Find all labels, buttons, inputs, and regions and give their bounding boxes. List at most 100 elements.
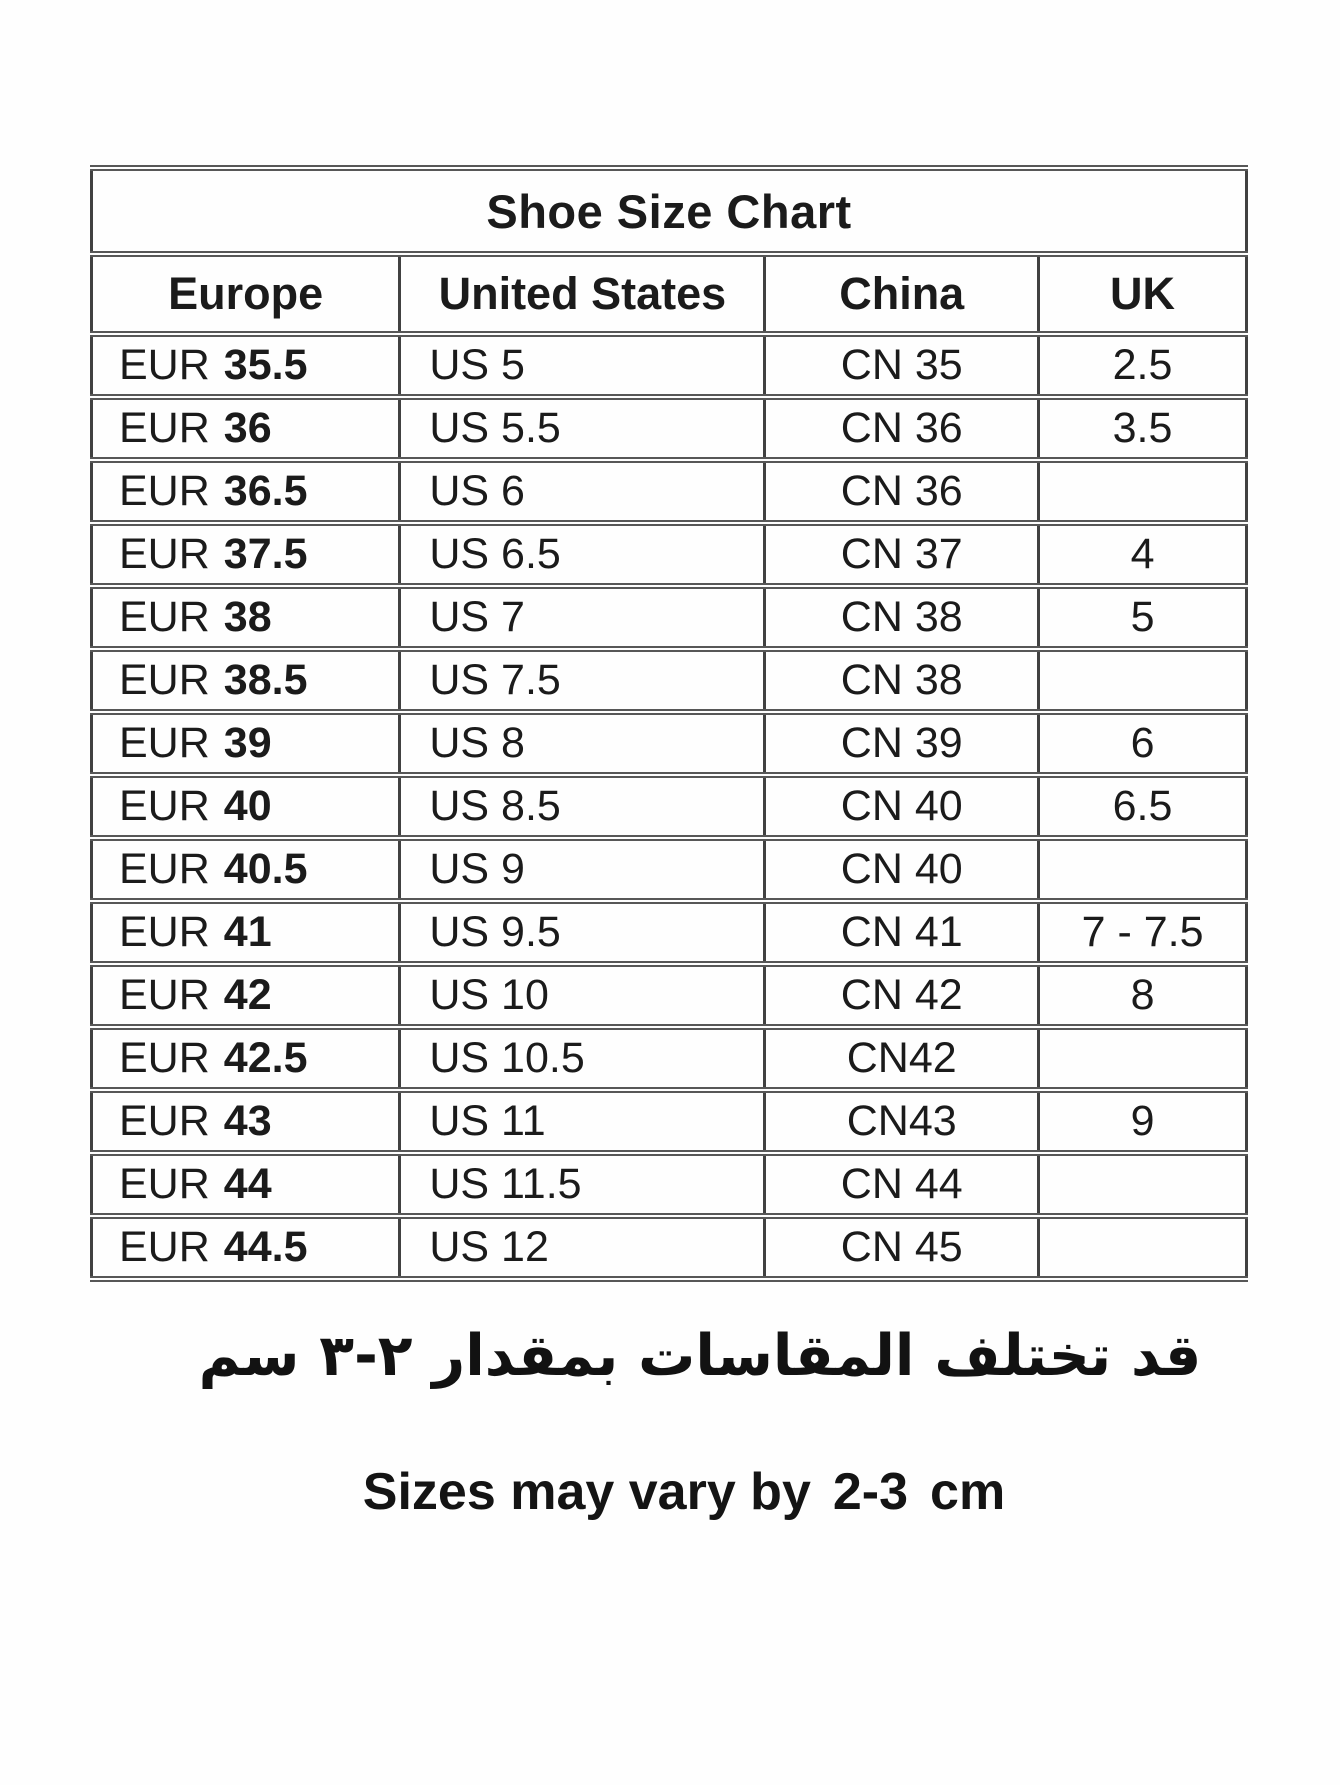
eur-prefix-label: EUR [119,404,210,452]
cell-europe: EUR 36 [89,394,402,463]
table-header-row: Europe United States China UK [89,251,1248,337]
cell-europe: EUR 41 [89,898,402,967]
cell-uk [1037,1213,1248,1282]
eur-size-value: 37.5 [223,530,308,578]
table-row: EUR 43 US 11 CN43 9 [89,1087,1248,1156]
eur-prefix-label: EUR [119,1160,210,1208]
cell-us: US 12 [398,1213,767,1282]
cell-us: US 6 [398,457,767,526]
table-row: EUR 44 US 11.5 CN 44 [89,1150,1248,1219]
cell-china: CN 39 [763,709,1041,778]
cell-china: CN 38 [763,646,1041,715]
eur-prefix-label: EUR [119,719,210,767]
cell-china: CN42 [763,1024,1041,1093]
cell-uk [1037,457,1248,526]
cell-uk [1037,1024,1248,1093]
cell-europe: EUR 44 [89,1150,402,1219]
table-row: EUR 37.5 US 6.5 CN 37 4 [89,520,1248,589]
cell-china: CN 44 [763,1150,1041,1219]
column-header-europe: Europe [89,251,402,337]
eur-prefix-label: EUR [119,530,210,578]
cell-europe: EUR 44.5 [89,1213,402,1282]
table-row: EUR 44.5 US 12 CN 45 [89,1213,1248,1282]
table-row: EUR 41 US 9.5 CN 41 7 - 7.5 [89,898,1248,967]
note-english: Sizes may vary by 2-3 cm [14,1462,1340,1522]
eur-size-value: 44.5 [223,1223,308,1271]
cell-europe: EUR 35.5 [89,331,402,400]
cell-uk: 7 - 7.5 [1037,898,1248,967]
table-row: EUR 40.5 US 9 CN 40 [89,835,1248,904]
cell-china: CN 36 [763,394,1041,463]
cell-uk: 3.5 [1037,394,1248,463]
cell-uk: 6 [1037,709,1248,778]
cell-europe: EUR 40.5 [89,835,402,904]
cell-europe: EUR 43 [89,1087,402,1156]
cell-uk [1037,1150,1248,1219]
eur-prefix-label: EUR [119,1097,210,1145]
eur-size-value: 38.5 [223,656,308,704]
cell-us: US 7 [398,583,767,652]
cell-china: CN 35 [763,331,1041,400]
cell-us: US 8.5 [398,772,767,841]
table-row: EUR 38.5 US 7.5 CN 38 [89,646,1248,715]
eur-prefix-label: EUR [119,845,210,893]
eur-size-value: 44 [223,1160,272,1208]
cell-europe: EUR 37.5 [89,520,402,589]
eur-size-value: 43 [223,1097,272,1145]
cell-china: CN 37 [763,520,1041,589]
cell-china: CN 41 [763,898,1041,967]
eur-size-value: 40.5 [223,845,308,893]
table-row: EUR 42 US 10 CN 42 8 [89,961,1248,1030]
table-row: EUR 36.5 US 6 CN 36 [89,457,1248,526]
eur-size-value: 36.5 [223,467,308,515]
table-row: EUR 35.5 US 5 CN 35 2.5 [89,331,1248,400]
column-header-china: China [763,251,1041,337]
cell-europe: EUR 38 [89,583,402,652]
eur-size-value: 39 [223,719,272,767]
eur-size-value: 42 [223,971,272,1019]
column-header-united-states: United States [398,251,767,337]
cell-europe: EUR 42 [89,961,402,1030]
cell-us: US 7.5 [398,646,767,715]
cell-uk: 2.5 [1037,331,1248,400]
table-row: EUR 38 US 7 CN 38 5 [89,583,1248,652]
eur-prefix-label: EUR [119,971,210,1019]
cell-us: US 8 [398,709,767,778]
cell-china: CN 36 [763,457,1041,526]
note-english-text: Sizes may vary by [362,1463,811,1521]
cell-china: CN 40 [763,772,1041,841]
cell-china: CN 38 [763,583,1041,652]
cell-china: CN 45 [763,1213,1041,1282]
column-header-uk: UK [1037,251,1248,337]
cell-us: US 11.5 [398,1150,767,1219]
cell-europe: EUR 40 [89,772,402,841]
eur-prefix-label: EUR [119,1034,210,1082]
cell-china: CN 40 [763,835,1041,904]
eur-size-value: 40 [223,782,272,830]
cell-uk: 4 [1037,520,1248,589]
table-title: Shoe Size Chart [90,165,1248,257]
cell-europe: EUR 39 [89,709,402,778]
cell-us: US 5.5 [398,394,767,463]
table-row: EUR 39 US 8 CN 39 6 [89,709,1248,778]
cell-us: US 9 [398,835,767,904]
note-english-unit: cm [930,1463,1006,1521]
cell-us: US 10 [398,961,767,1030]
cell-europe: EUR 36.5 [89,457,402,526]
cell-china: CN43 [763,1087,1041,1156]
eur-prefix-label: EUR [119,341,210,389]
cell-us: US 11 [398,1087,767,1156]
eur-size-value: 41 [223,908,272,956]
eur-size-value: 42.5 [223,1034,308,1082]
eur-prefix-label: EUR [119,656,210,704]
cell-uk [1037,646,1248,715]
table-row: EUR 36 US 5.5 CN 36 3.5 [89,394,1248,463]
eur-size-value: 38 [223,593,272,641]
eur-prefix-label: EUR [119,782,210,830]
eur-prefix-label: EUR [119,467,210,515]
cell-uk [1037,835,1248,904]
table-row: EUR 42.5 US 10.5 CN42 [89,1024,1248,1093]
eur-prefix-label: EUR [119,908,210,956]
cell-europe: EUR 38.5 [89,646,402,715]
